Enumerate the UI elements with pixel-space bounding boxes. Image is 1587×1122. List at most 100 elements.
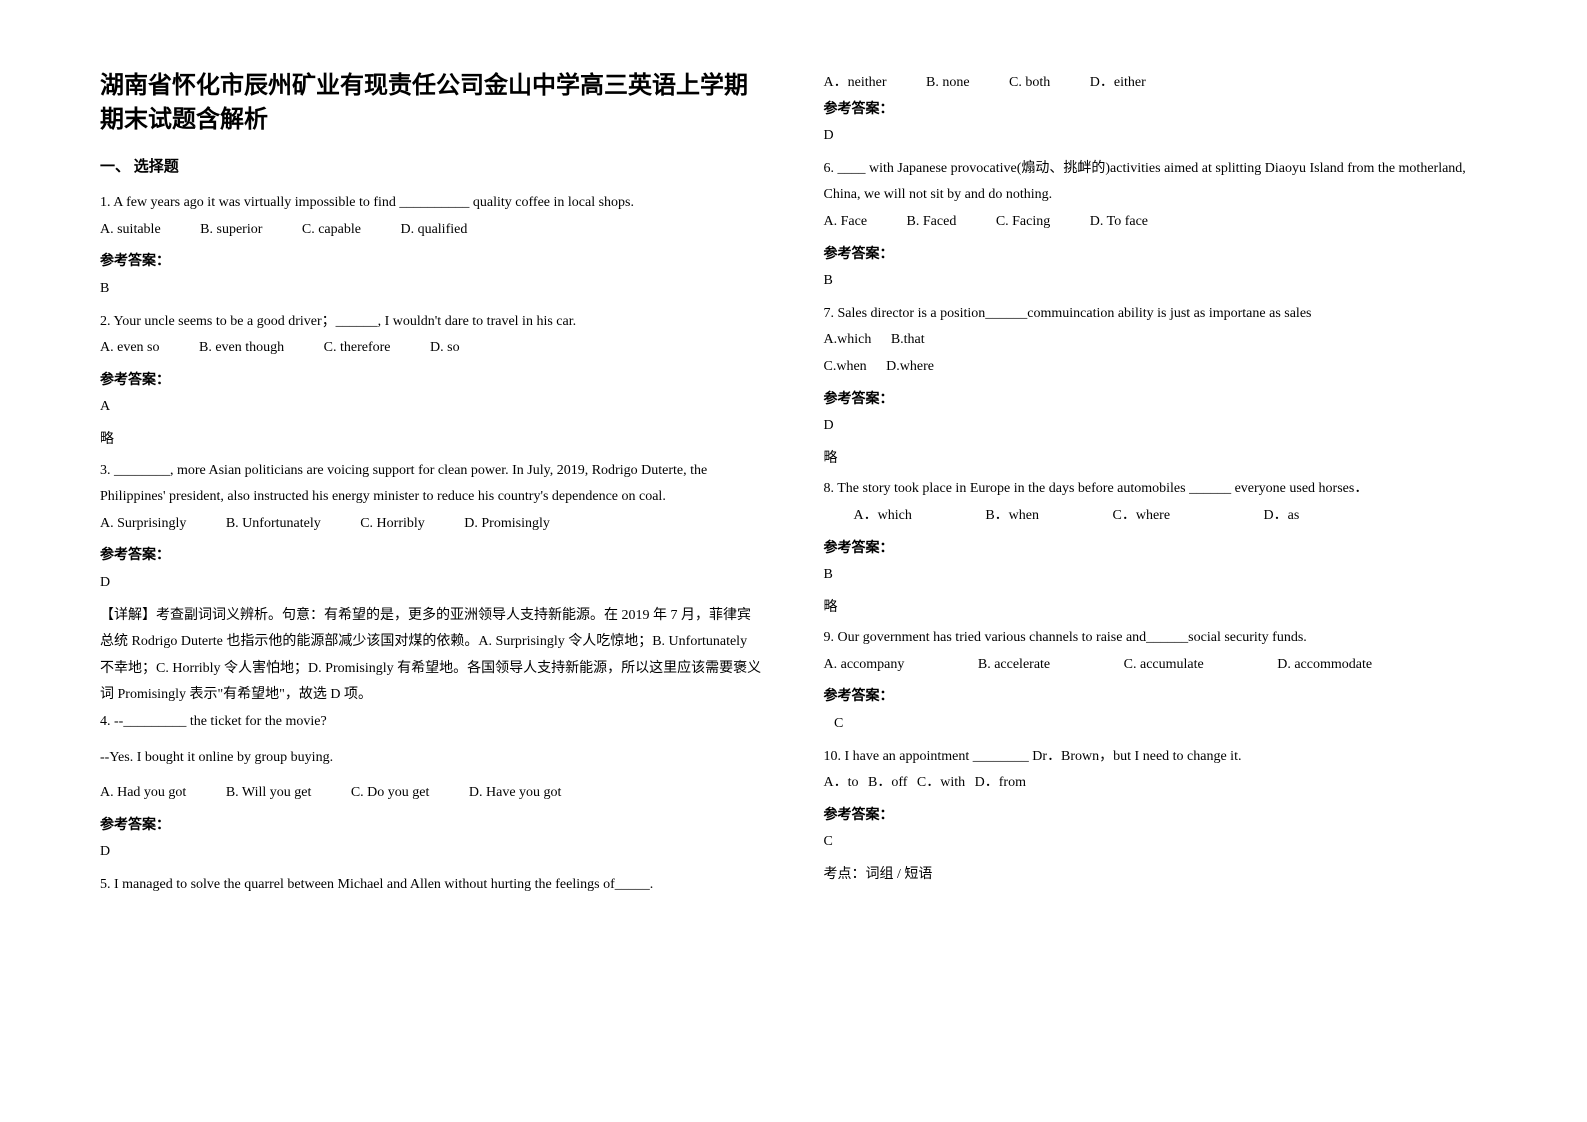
question-8: 8. The story took place in Europe in the… xyxy=(824,476,1488,529)
question-text-line2: --Yes. I bought it online by group buyin… xyxy=(100,745,764,772)
option-c: C. Do you get xyxy=(351,780,430,807)
option-c: C. accumulate xyxy=(1124,652,1204,679)
question-options: A. Face B. Faced C. Facing D. To face xyxy=(824,209,1488,236)
question-options: A. accompany B. accelerate C. accumulate… xyxy=(824,652,1488,679)
option-c: C. Facing xyxy=(996,209,1050,236)
question-10: 10. I have an appointment ________ Dr．Br… xyxy=(824,744,1488,797)
option-b: B. accelerate xyxy=(978,652,1050,679)
answer: B xyxy=(824,268,1488,295)
answer: D xyxy=(100,839,764,866)
question-6: 6. ____ with Japanese provocative(煽动、挑衅的… xyxy=(824,156,1488,236)
option-b: B. even though xyxy=(199,335,284,362)
question-7: 7. Sales director is a position______com… xyxy=(824,301,1488,381)
option-b: B. Unfortunately xyxy=(226,511,321,538)
answer-label: 参考答案： xyxy=(824,684,1488,711)
option-b: B. Faced xyxy=(907,209,957,236)
option-a: A．neither xyxy=(824,70,887,97)
option-d: D. Promisingly xyxy=(464,511,550,538)
answer-label: 参考答案： xyxy=(100,543,764,570)
answer-label: 参考答案： xyxy=(100,813,764,840)
answer: B xyxy=(100,276,764,303)
question-text: 2. Your uncle seems to be a good driver；… xyxy=(100,309,764,336)
question-4: 4. --_________ the ticket for the movie?… xyxy=(100,709,764,807)
option-d: D. Have you got xyxy=(469,780,562,807)
question-text: 5. I managed to solve the quarrel betwee… xyxy=(100,872,764,899)
option-d: D.where xyxy=(886,354,934,381)
answer-label: 参考答案： xyxy=(100,249,764,276)
option-a: A. Face xyxy=(824,209,868,236)
option-c: C.when xyxy=(824,354,867,381)
question-text: 1. A few years ago it was virtually impo… xyxy=(100,190,764,217)
option-c: C. therefore xyxy=(324,335,391,362)
option-d: D．as xyxy=(1264,503,1300,530)
question-options: A．to B．off C．with D．from xyxy=(824,770,1488,797)
option-b: B．when xyxy=(985,503,1039,530)
option-b: B. Will you get xyxy=(226,780,312,807)
option-a: A. Surprisingly xyxy=(100,511,186,538)
omit: 略 xyxy=(824,595,1488,622)
answer: D xyxy=(100,570,764,597)
question-options: A. Had you got B. Will you get C. Do you… xyxy=(100,780,764,807)
answer-label: 参考答案： xyxy=(824,242,1488,269)
question-text: 7. Sales director is a position______com… xyxy=(824,301,1488,328)
option-b: B．off xyxy=(868,770,907,797)
question-text: 6. ____ with Japanese provocative(煽动、挑衅的… xyxy=(824,156,1488,209)
left-column: 湖南省怀化市辰州矿业有现责任公司金山中学高三英语上学期期末试题含解析 一、 选择… xyxy=(100,70,764,1082)
question-options: A. suitable B. superior C. capable D. qu… xyxy=(100,217,764,244)
answer: C xyxy=(824,829,1488,856)
question-options-line2: C.when D.where xyxy=(824,354,1488,381)
question-options: A. even so B. even though C. therefore D… xyxy=(100,335,764,362)
omit: 略 xyxy=(100,427,764,454)
question-2: 2. Your uncle seems to be a good driver；… xyxy=(100,309,764,362)
option-d: D．either xyxy=(1090,70,1146,97)
option-b: B. none xyxy=(926,70,970,97)
question-options: A. Surprisingly B. Unfortunately C. Horr… xyxy=(100,511,764,538)
answer-label: 参考答案： xyxy=(824,387,1488,414)
option-a: A．to xyxy=(824,770,859,797)
option-a: A. even so xyxy=(100,335,160,362)
option-a: A. Had you got xyxy=(100,780,186,807)
option-a: A. accompany xyxy=(824,652,905,679)
option-c: C．where xyxy=(1113,503,1171,530)
page-title: 湖南省怀化市辰州矿业有现责任公司金山中学高三英语上学期期末试题含解析 xyxy=(100,70,764,137)
answer: D xyxy=(824,413,1488,440)
option-d: D．from xyxy=(975,770,1026,797)
option-a: A．which xyxy=(854,503,912,530)
option-b: B. superior xyxy=(200,217,262,244)
question-text: 3. ________, more Asian politicians are … xyxy=(100,458,764,511)
explanation: 【详解】考查副词词义辨析。句意：有希望的是，更多的亚洲领导人支持新能源。在 20… xyxy=(100,603,764,709)
answer-label: 参考答案： xyxy=(824,536,1488,563)
option-d: D. To face xyxy=(1090,209,1148,236)
question-text: 8. The story took place in Europe in the… xyxy=(824,476,1488,503)
question-options: A．which B．when C．where D．as xyxy=(824,503,1488,530)
section-label: 一、 选择题 xyxy=(100,155,764,176)
question-text: 9. Our government has tried various chan… xyxy=(824,625,1488,652)
option-d: D. so xyxy=(430,335,460,362)
option-c: C. capable xyxy=(302,217,361,244)
question-options: A.which B.that xyxy=(824,327,1488,354)
topic-label: 考点：词组 / 短语 xyxy=(824,862,1488,889)
question-5-options: A．neither B. none C. both D．either xyxy=(824,70,1488,97)
option-d: D. qualified xyxy=(400,217,467,244)
question-9: 9. Our government has tried various chan… xyxy=(824,625,1488,678)
right-column: A．neither B. none C. both D．either 参考答案：… xyxy=(824,70,1488,1082)
question-text: 4. --_________ the ticket for the movie? xyxy=(100,709,764,736)
option-c: C. both xyxy=(1009,70,1050,97)
answer: A xyxy=(100,394,764,421)
question-text: 10. I have an appointment ________ Dr．Br… xyxy=(824,744,1488,771)
answer-label: 参考答案： xyxy=(100,368,764,395)
question-5: 5. I managed to solve the quarrel betwee… xyxy=(100,872,764,899)
option-d: D. accommodate xyxy=(1277,652,1372,679)
question-1: 1. A few years ago it was virtually impo… xyxy=(100,190,764,243)
option-a: A.which xyxy=(824,327,872,354)
answer: B xyxy=(824,562,1488,589)
option-c: C. Horribly xyxy=(360,511,425,538)
question-3: 3. ________, more Asian politicians are … xyxy=(100,458,764,538)
answer-label: 参考答案： xyxy=(824,803,1488,830)
option-b: B.that xyxy=(891,327,925,354)
omit: 略 xyxy=(824,446,1488,473)
answer: C xyxy=(824,711,1488,738)
option-c: C．with xyxy=(917,770,965,797)
answer: D xyxy=(824,123,1488,150)
answer-label: 参考答案： xyxy=(824,97,1488,124)
